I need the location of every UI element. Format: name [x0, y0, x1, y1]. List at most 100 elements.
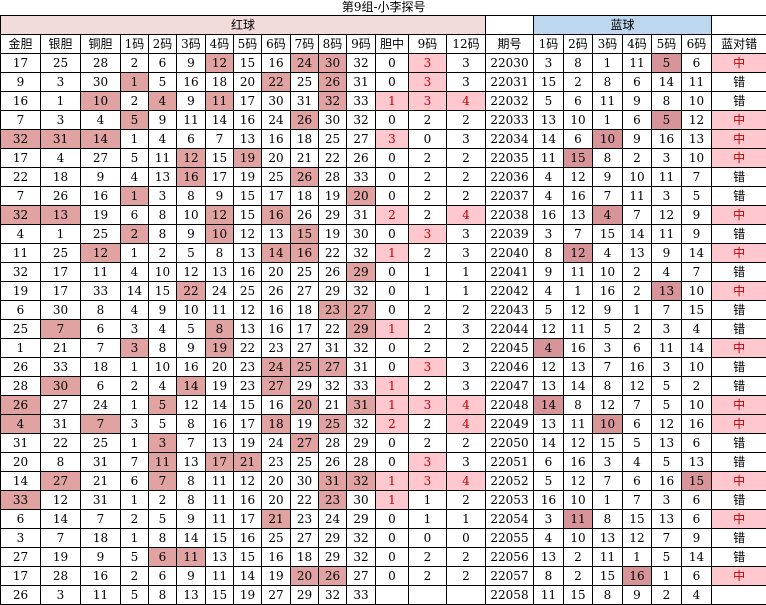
dan-stat-cell: 0	[376, 111, 409, 130]
column-header-13: 9码	[409, 35, 447, 54]
red-ball-cell: 29	[319, 282, 347, 301]
red-ball-cell: 29	[347, 434, 376, 453]
dan-stat-cell: 1	[409, 510, 447, 529]
blue-ball-cell: 11	[623, 54, 652, 73]
red-ball-cell: 22	[41, 434, 81, 453]
blue-ball-cell: 11	[534, 586, 564, 605]
red-ball-cell: 32	[347, 111, 376, 130]
blue-ball-cell: 7	[682, 168, 712, 187]
blue-ball-cell: 6	[682, 54, 712, 73]
blue-ball-cell: 16	[682, 415, 712, 434]
blue-ball-cell: 11	[652, 168, 682, 187]
column-header-14: 12码	[447, 35, 486, 54]
red-ball-cell: 6	[81, 377, 121, 396]
dan-stat-cell: 0	[376, 510, 409, 529]
red-ball-cell: 26	[291, 206, 319, 225]
period-cell: 22052	[486, 472, 534, 491]
red-ball-cell: 4	[81, 111, 121, 130]
blue-ball-cell: 12	[652, 415, 682, 434]
blue-ball-cell: 3	[652, 187, 682, 206]
dan-stat-cell: 2	[447, 111, 486, 130]
red-ball-cell: 20	[347, 187, 376, 206]
red-ball-cell: 14	[262, 244, 291, 263]
dan-stat-cell: 3	[409, 453, 447, 472]
blue-ball-cell: 11	[623, 187, 652, 206]
red-ball-cell: 13	[206, 548, 234, 567]
blue-ball-cell: 6	[682, 567, 712, 586]
red-ball-cell: 20	[262, 491, 291, 510]
dan-stat-cell: 0	[376, 301, 409, 320]
red-ball-cell: 16	[262, 301, 291, 320]
blue-ball-cell: 14	[682, 548, 712, 567]
blue-ball-cell: 3	[593, 453, 623, 472]
red-ball-cell: 26	[1, 396, 41, 415]
red-ball-cell: 16	[81, 567, 121, 586]
period-cell: 22030	[486, 54, 534, 73]
blue-ball-cell: 6	[682, 434, 712, 453]
blue-ball-cell: 4	[534, 339, 564, 358]
blue-ball-cell: 12	[652, 206, 682, 225]
red-ball-cell: 23	[291, 510, 319, 529]
red-ball-cell: 16	[262, 396, 291, 415]
red-ball-cell: 31	[81, 491, 121, 510]
red-ball-cell: 6	[121, 206, 149, 225]
blue-result-cell: 错	[712, 187, 766, 206]
dan-stat-cell: 3	[447, 320, 486, 339]
red-ball-cell: 27	[81, 149, 121, 168]
blue-ball-cell: 5	[534, 92, 564, 111]
dan-stat-cell: 2	[376, 415, 409, 434]
red-ball-cell: 11	[149, 453, 177, 472]
red-ball-cell: 27	[347, 130, 376, 149]
red-ball-cell: 25	[41, 54, 81, 73]
blue-ball-cell: 16	[623, 358, 652, 377]
red-ball-cell: 23	[262, 339, 291, 358]
red-ball-cell: 1	[121, 434, 149, 453]
dan-stat-cell: 3	[447, 54, 486, 73]
red-ball-cell: 8	[149, 339, 177, 358]
blue-ball-cell: 12	[534, 358, 564, 377]
red-ball-cell: 8	[149, 529, 177, 548]
dan-stat-cell: 1	[376, 472, 409, 491]
red-ball-cell: 25	[319, 415, 347, 434]
red-ball-cell: 14	[81, 130, 121, 149]
dan-stat-cell: 0	[376, 358, 409, 377]
blue-ball-cell: 11	[593, 92, 623, 111]
red-ball-cell: 19	[1, 282, 41, 301]
blue-result-cell: 中	[712, 567, 766, 586]
blue-result-cell: 中	[712, 149, 766, 168]
red-ball-cell: 28	[1, 377, 41, 396]
red-ball-cell: 11	[1, 244, 41, 263]
blue-ball-cell: 10	[593, 263, 623, 282]
blue-result-cell: 错	[712, 453, 766, 472]
blue-ball-cell: 14	[623, 225, 652, 244]
blue-ball-cell: 12	[564, 472, 593, 491]
red-ball-cell: 7	[81, 339, 121, 358]
column-header-12: 胆中	[376, 35, 409, 54]
red-ball-cell: 19	[262, 567, 291, 586]
red-ball-cell: 9	[177, 339, 206, 358]
red-ball-cell: 11	[206, 92, 234, 111]
red-ball-cell: 22	[319, 149, 347, 168]
blue-ball-cell: 5	[593, 320, 623, 339]
red-ball-cell: 14	[41, 510, 81, 529]
blue-ball-cell: 7	[623, 206, 652, 225]
red-ball-cell: 14	[177, 529, 206, 548]
blue-ball-cell: 12	[623, 529, 652, 548]
red-ball-cell: 28	[41, 567, 81, 586]
blue-ball-cell: 15	[593, 434, 623, 453]
blue-ball-cell: 14	[682, 339, 712, 358]
red-ball-cell: 7	[81, 510, 121, 529]
blue-ball-cell: 13	[652, 282, 682, 301]
dan-stat-cell: 2	[447, 301, 486, 320]
dan-stat-cell: 4	[447, 472, 486, 491]
red-ball-cell: 13	[234, 244, 262, 263]
dan-stat-cell: 0	[376, 453, 409, 472]
dan-stat-cell: 1	[376, 377, 409, 396]
red-ball-cell: 16	[81, 187, 121, 206]
blue-result-cell	[712, 586, 766, 605]
blue-ball-cell: 9	[534, 263, 564, 282]
dan-stat-cell: 3	[376, 130, 409, 149]
